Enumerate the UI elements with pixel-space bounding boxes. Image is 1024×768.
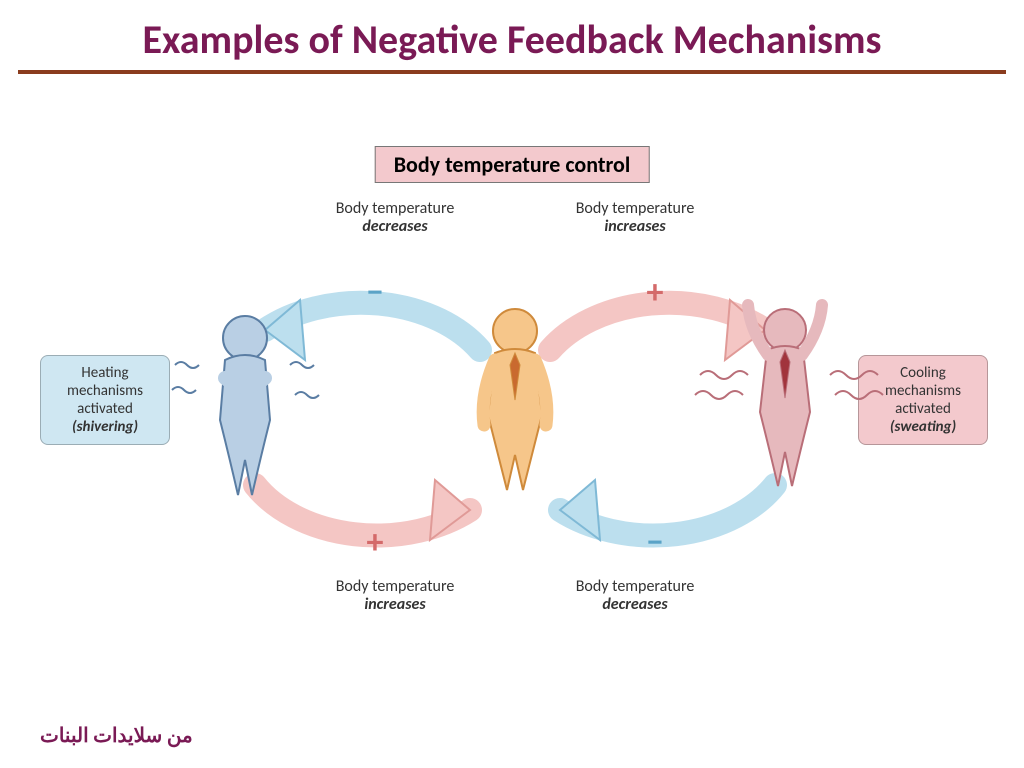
title-divider [18,70,1006,74]
plus-sign-top-right: + [640,272,670,313]
label-top-right: Body temperature increases [550,200,720,237]
label-bottom-right: Body temperature decreases [550,578,720,615]
footer-credit: من سلايدات البنات [40,723,193,748]
minus-sign-bottom-right: − [640,522,670,563]
label-top-left: Body temperature decreases [310,200,480,237]
feedback-diagram: Body temperature decreases Body temperat… [50,200,974,640]
minus-sign-top-left: − [360,272,390,313]
label-bottom-left: Body temperature increases [310,578,480,615]
heating-box: Heating mechanisms activated (shivering) [40,355,170,445]
page-title: Examples of Negative Feedback Mechanisms [40,18,984,62]
sweat-marks [700,360,890,460]
shiver-marks [170,340,330,500]
plus-sign-bottom-left: + [360,522,390,563]
subtitle-box: Body temperature control [375,146,650,183]
figure-normal [460,305,570,495]
slide: Examples of Negative Feedback Mechanisms… [0,0,1024,768]
